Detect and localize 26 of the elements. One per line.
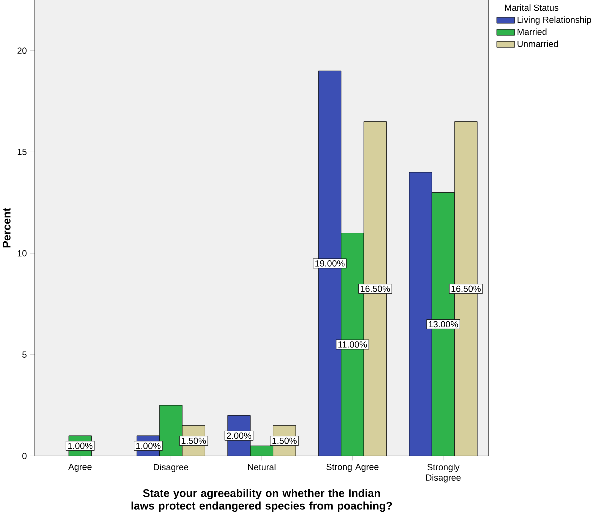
x-tick-label: Agree xyxy=(68,464,92,472)
data-label: 1.50% xyxy=(272,438,297,444)
legend-label: Married xyxy=(518,28,547,36)
x-tick-label: Netural xyxy=(248,464,276,470)
data-label: 1.50% xyxy=(182,438,206,444)
x-tick-label: Disagree xyxy=(154,464,189,472)
y-tick-label: 15 xyxy=(18,148,27,156)
y-axis-title: Percent xyxy=(3,208,11,248)
data-label: 19.00% xyxy=(316,260,345,267)
data-label: 1.00% xyxy=(68,442,93,450)
y-tick-label: 0 xyxy=(22,452,27,460)
legend-title: Marital Status xyxy=(505,4,559,12)
data-label: 16.50% xyxy=(361,286,390,292)
data-label: 2.00% xyxy=(227,432,252,439)
y-tick-label: 10 xyxy=(18,250,27,257)
data-label: 1.00% xyxy=(136,442,161,450)
x-axis-title: State your agreeability on whether the Indian laws protect endangered species from poaching? xyxy=(132,489,392,512)
data-label: 11.00% xyxy=(338,341,368,348)
y-tick-label: 5 xyxy=(22,352,27,358)
data-label: 16.50% xyxy=(452,286,481,292)
x-tick-label: Strongly Disagree xyxy=(426,464,461,483)
legend-label: Unmarried xyxy=(518,40,558,48)
legend-label: Living Relationship xyxy=(518,16,592,25)
data-label: 13.00% xyxy=(429,321,458,328)
x-tick-label: Strong Agree xyxy=(326,464,379,472)
y-tick-label: 20 xyxy=(18,48,27,54)
